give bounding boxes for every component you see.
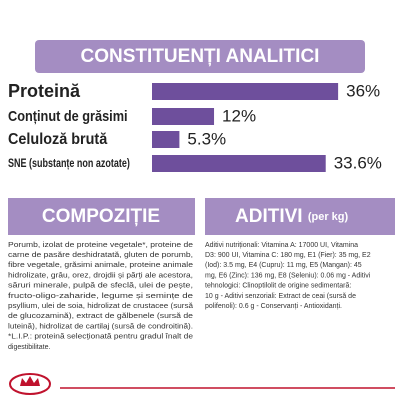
category-label: Conținut de grăsimi (8, 107, 128, 124)
header-band (35, 40, 365, 73)
value-label: 5.3% (187, 129, 226, 148)
additives-line: Aditivi nutriționali: Vitamina A: 17000 … (205, 242, 358, 249)
additives-title: ADITIVI (per kg) (235, 206, 349, 227)
additives-line: tehnologici: Clinoptilolit de origine se… (205, 283, 351, 290)
additives-line: 10 g - Aditivi senzoriali: Extract de ce… (205, 293, 356, 300)
composition-title: COMPOZIȚIE (42, 206, 160, 227)
composition-line: psyllium, ulei de soia, hidrolizat de cr… (8, 303, 193, 310)
bar (152, 83, 339, 100)
value-label: 12% (222, 106, 256, 125)
composition-band (8, 198, 195, 235)
category-label: SNE (substanțe non azotate) (8, 157, 130, 171)
additives-line: polifenoli): 0.6 g - Conservanți - Antio… (205, 303, 342, 310)
composition-line: de glucozamină), extract de gălbenele (s… (8, 313, 193, 320)
composition-line: săruri minerale, pulpă de sfeclă, ulei d… (8, 283, 193, 290)
chart-title: CONSTITUENȚI ANALITICI (81, 46, 320, 67)
additives-band (205, 198, 395, 235)
category-label: Proteină (8, 81, 81, 101)
bar (152, 131, 180, 148)
additives-line: (Iod): 3.5 mg, E4 (Cupru): 11 mg, E5 (Ma… (205, 262, 362, 269)
composition-line: fructo-oligo-zaharide, legume și semințe… (8, 293, 193, 300)
bar (152, 108, 215, 125)
composition-line: carne de pasăre deshidratată, gluten de … (8, 252, 193, 259)
category-label: Celuloză brută (8, 131, 108, 149)
additives-subtitle: (per kg) (308, 211, 349, 223)
composition-line: luteină), hidrolizat de cartilaj (sursă … (8, 323, 193, 330)
additives-title-main: ADITIVI (235, 206, 303, 227)
value-label: 33.6% (334, 153, 382, 172)
additives-line: D3: 900 UI, Vitamina C: 180 mg, E1 (Fier… (205, 252, 371, 259)
composition-line: hidrolizate, grâu, orez, drojdii și părț… (8, 272, 193, 279)
value-label: 36% (346, 81, 380, 100)
bar (152, 155, 326, 172)
composition-line: Porumb, izolat de proteine vegetale*, pr… (8, 242, 193, 249)
logo (9, 373, 51, 395)
composition-line: *L.I.P.: proteină selecționată pentru gr… (8, 334, 193, 341)
additives-line: mg, E6 (Zinc): 136 mg, E8 (Seleniu): 0.0… (205, 272, 371, 279)
composition-line: fibre vegetale, grăsimi animale, protein… (8, 262, 193, 269)
composition-line: digestibilitate. (8, 344, 50, 351)
